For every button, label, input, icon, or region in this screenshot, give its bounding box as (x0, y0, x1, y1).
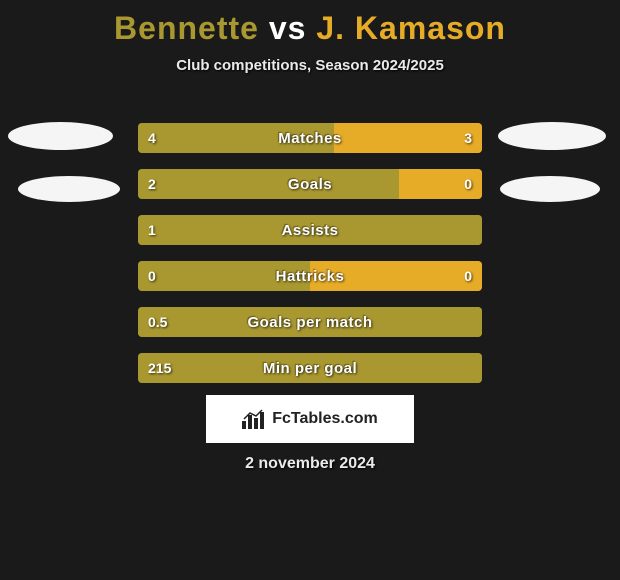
bar-label: Min per goal (138, 353, 482, 383)
bar-value-left: 0 (148, 261, 156, 291)
stat-bar-row: Hattricks0 0 (138, 261, 482, 291)
bar-value-left: 0.5 (148, 307, 167, 337)
stat-bar-row: Goals per match0.5 (138, 307, 482, 337)
page-title: Bennette vs J. Kamason (0, 0, 620, 47)
bar-value-left: 1 (148, 215, 156, 245)
club-logo-placeholder (8, 122, 113, 150)
bar-label: Assists (138, 215, 482, 245)
bar-value-right: 3 (464, 123, 472, 153)
branding-box: FcTables.com (206, 395, 414, 443)
bar-value-left: 4 (148, 123, 156, 153)
bar-label: Goals per match (138, 307, 482, 337)
stat-bar-row: Matches4 3 (138, 123, 482, 153)
title-player-left: Bennette (114, 10, 259, 46)
title-vs: vs (269, 10, 307, 46)
bar-label: Matches (138, 123, 482, 153)
club-logo-placeholder (500, 176, 600, 202)
subtitle: Club competitions, Season 2024/2025 (0, 57, 620, 74)
stat-bar-row: Assists1 (138, 215, 482, 245)
bar-value-left: 2 (148, 169, 156, 199)
chart-icon (242, 409, 266, 429)
bar-value-left: 215 (148, 353, 171, 383)
stat-bar-row: Goals2 0 (138, 169, 482, 199)
title-player-right: J. Kamason (316, 10, 506, 46)
stat-bars: Matches43Goals20Assists1Hattricks00Goals… (138, 123, 482, 399)
club-logo-placeholder (18, 176, 120, 202)
stat-bar-row: Min per goal215 (138, 353, 482, 383)
club-logo-placeholder (498, 122, 606, 150)
bar-value-right: 0 (464, 261, 472, 291)
branding-text: FcTables.com (272, 410, 378, 428)
date-text: 2 november 2024 (0, 455, 620, 473)
bar-value-right: 0 (464, 169, 472, 199)
bar-label: Hattricks (138, 261, 482, 291)
bar-label: Goals (138, 169, 482, 199)
